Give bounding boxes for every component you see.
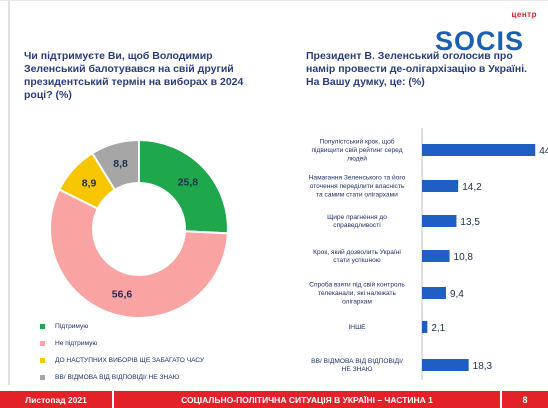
legend-label: Не підтримую <box>55 340 98 347</box>
bar-category-label: ІНШЕІНШЕ <box>348 324 366 331</box>
pie-value-label: 56,6 <box>112 288 133 300</box>
pie-slice <box>138 138 229 235</box>
bar <box>422 359 469 371</box>
logo-wordmark: SOCIS <box>435 26 525 56</box>
bar-category-label: Популістський крок, щоб підвищити свій ре… <box>311 138 402 163</box>
bar <box>422 250 450 262</box>
legend-label: ВВ/ ВІДМОВА ВІД ВІДПОВІДІ/ НЕ ЗНАЮ <box>55 374 180 381</box>
bar-category-label: Спроба взяти під свій контроль телеканали… <box>309 281 405 306</box>
bar-category-label: Намагання Зеленського та його оточення пе… <box>309 174 406 199</box>
bar-value-label: 2,1 <box>431 323 445 334</box>
legend-item: Підтримую <box>40 320 204 333</box>
pie-slice <box>90 138 140 192</box>
left-border <box>8 0 10 385</box>
legend-swatch <box>40 341 45 346</box>
footer-bar: Листопад 2021 СОЦІАЛЬНО-ПОЛІТИЧНА СИТУАЦ… <box>0 391 548 408</box>
pie-title: Чи підтримуєте Ви, щоб Володимир Зеленсь… <box>24 50 244 101</box>
bar <box>422 215 457 227</box>
footer-date: Листопад 2021 <box>0 391 112 408</box>
legend-label: ДО НАСТУПНИХ ВИБОРІВ ЩЕ ЗАБАГАТО ЧАСУ <box>55 357 205 364</box>
bar <box>422 144 536 156</box>
pie-slice <box>57 151 117 210</box>
pie-value-label: 8,8 <box>113 158 128 170</box>
legend-item: ДО НАСТУПНИХ ВИБОРІВ ЩЕ ЗАБАГАТО ЧАСУ <box>40 354 204 367</box>
bar <box>422 321 428 333</box>
bar-value-label: 9,4 <box>450 289 464 300</box>
bar-category-label: Щире прагнення до справедливостіЩире праг… <box>327 214 387 229</box>
pie-slice <box>49 188 229 319</box>
bar-value-label: 13,5 <box>460 217 480 228</box>
socis-logo: центр SOCIS <box>435 6 543 64</box>
bar-value-label: 44,4 <box>539 146 548 157</box>
bar-value-label: 18,3 <box>473 361 493 372</box>
footer-title: СОЦІАЛЬНО-ПОЛІТИЧНА СИТУАЦІЯ В УКРАЇНІ –… <box>112 391 502 408</box>
bar <box>422 180 459 192</box>
legend-item: Не підтримую <box>40 337 204 350</box>
pie-value-label: 25,8 <box>178 176 199 188</box>
pie-legend: Підтримую Не підтримую ДО НАСТУПНИХ ВИБО… <box>40 320 204 388</box>
bar-value-label: 10,8 <box>454 252 474 263</box>
bar-value-label: 14,2 <box>462 182 482 193</box>
legend-item: ВВ/ ВІДМОВА ВІД ВІДПОВІДІ/ НЕ ЗНАЮ <box>40 371 204 384</box>
legend-label: Підтримую <box>55 323 89 330</box>
bar-title: Президент В. Зеленський оголосив про нам… <box>306 50 528 88</box>
top-rule <box>0 0 548 1</box>
legend-swatch <box>40 375 45 380</box>
bar-category-label: Крок, який дозволить Україні стати успішн… <box>313 248 401 264</box>
pie-value-label: 8,9 <box>82 178 97 190</box>
page-number: 8 <box>502 391 548 408</box>
bar <box>422 287 446 299</box>
legend-swatch <box>40 324 45 329</box>
legend-swatch <box>40 358 45 363</box>
bar-category-label: ВВ/ ВІДМОВА ВІД ВІДПОВІДІ/НЕ ЗНАЮВВ/ ВІД… <box>311 358 403 373</box>
logo-center-text: центр <box>511 10 537 19</box>
